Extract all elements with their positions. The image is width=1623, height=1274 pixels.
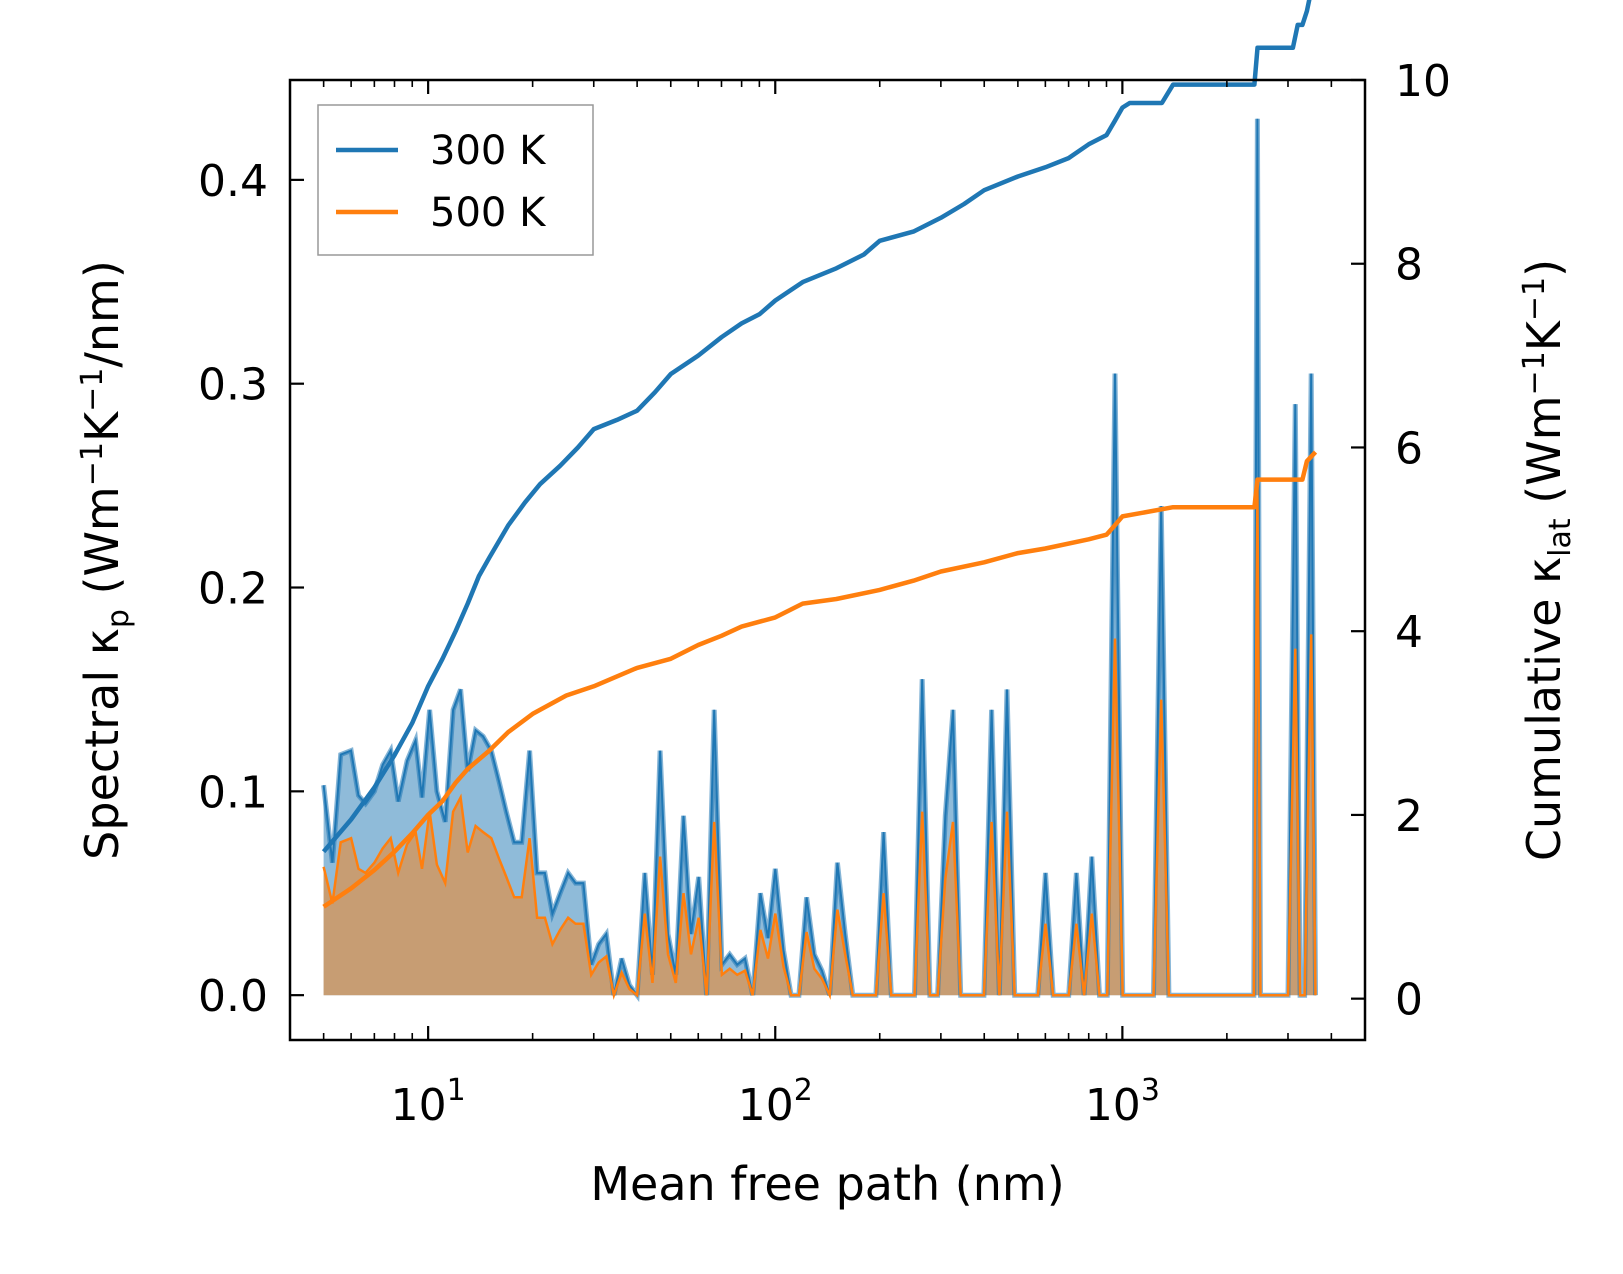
y-left-tick-label: 0.0 (198, 971, 268, 1022)
y-right-tick-label: 4 (1395, 607, 1423, 658)
legend: 300 K 500 K (317, 104, 594, 256)
cumulative-lines (321, 0, 1318, 909)
x-axis-label: Mean free path (nm) (590, 1157, 1064, 1211)
y-left-tick-label: 0.1 (198, 767, 268, 818)
plot-frame (288, 78, 1367, 1042)
y-right-tick-label: 6 (1395, 423, 1423, 474)
spectral-lines (321, 118, 1318, 1003)
y-axis-label-left: Spectral κp (Wm−1K−1/nm) (75, 260, 136, 860)
legend-label-500k: 500 K (430, 190, 547, 236)
y-right-tick-label: 2 (1395, 791, 1423, 842)
y-left-tick-label: 0.3 (198, 360, 268, 411)
cumulative-line-300k (321, 0, 1312, 854)
y-right-tick-label: 10 (1395, 56, 1451, 107)
axis-ticks (290, 78, 1365, 1040)
y-right-tick-label: 8 (1395, 240, 1423, 291)
tick-labels: 101 102 103 0.0 0.1 0.2 0.3 0.4 0 2 4 6 8 10 (198, 56, 1451, 1131)
x-tick-label: 101 (391, 1073, 466, 1131)
y-axis-label-right: Cumulative κlat (Wm−1K−1) (1517, 259, 1578, 861)
y-right-tick-label: 0 (1395, 975, 1423, 1026)
spectral-line-500k (322, 485, 1317, 1000)
y-left-tick-label: 0.2 (198, 564, 268, 615)
legend-box (317, 104, 594, 256)
legend-label-300k: 300 K (430, 128, 547, 174)
x-tick-label: 102 (738, 1073, 813, 1131)
cumulative-line-500k (322, 450, 1318, 909)
y-left-tick-label: 0.4 (198, 156, 268, 207)
x-tick-label: 103 (1085, 1073, 1160, 1131)
